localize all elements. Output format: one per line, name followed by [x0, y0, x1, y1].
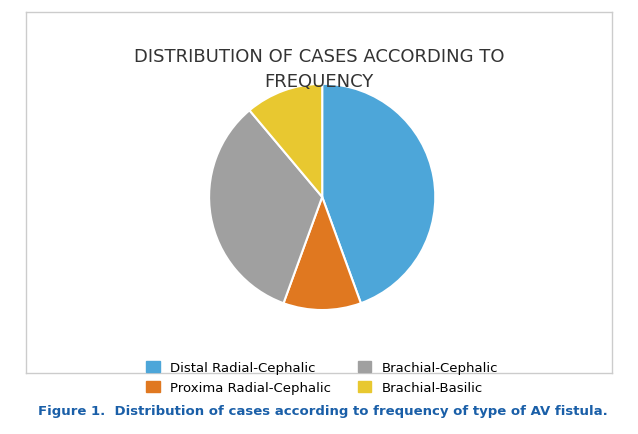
Wedge shape [322, 85, 435, 303]
Wedge shape [209, 111, 322, 303]
Wedge shape [283, 197, 361, 310]
Wedge shape [249, 85, 322, 197]
Legend: Distal Radial-Cephalic, Proxima Radial-Cephalic, Brachial-Cephalic, Brachial-Bas: Distal Radial-Cephalic, Proxima Radial-C… [147, 362, 498, 394]
Text: Figure 1.  Distribution of cases according to frequency of type of AV fistula.: Figure 1. Distribution of cases accordin… [38, 404, 608, 417]
Text: DISTRIBUTION OF CASES ACCORDING TO
FREQUENCY: DISTRIBUTION OF CASES ACCORDING TO FREQU… [134, 48, 504, 91]
